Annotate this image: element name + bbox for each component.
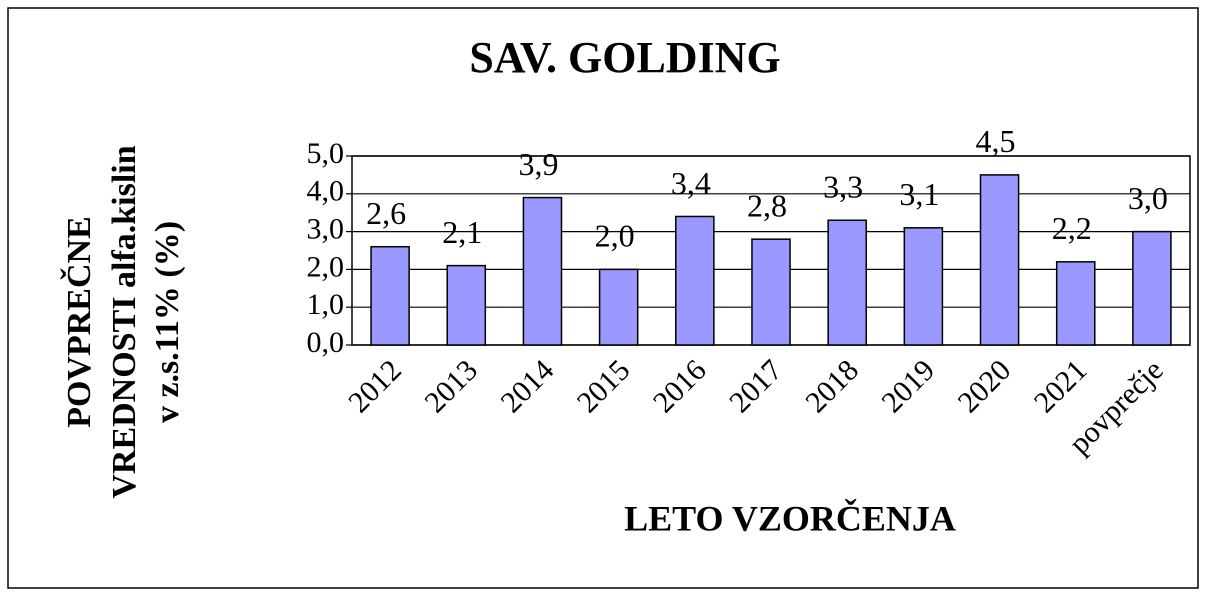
x-axis-title: LETO VZORČENJA [624, 498, 956, 538]
value-label: 2,8 [747, 188, 787, 224]
value-label: 3,4 [671, 165, 711, 201]
bar [675, 215, 715, 346]
y-tick-label: 1,0 [307, 288, 345, 321]
bar [903, 227, 944, 346]
value-label: 2,1 [442, 214, 482, 250]
y-axis-title-line: v z.s.11% (%) [149, 221, 186, 423]
chart-title: SAV. GOLDING [469, 33, 780, 82]
bar [1055, 261, 1096, 346]
value-label: 2,2 [1052, 210, 1092, 246]
value-label: 3,0 [1128, 180, 1168, 216]
value-label: 3,1 [899, 176, 939, 212]
bar [827, 219, 867, 346]
value-label: 4,5 [976, 123, 1016, 159]
y-tick-label: 4,0 [307, 175, 345, 208]
bar [979, 174, 1020, 346]
bar [598, 268, 639, 346]
bar [1132, 230, 1172, 346]
y-tick-label: 5,0 [307, 137, 345, 170]
y-axis-title-line: POVPREČNE [60, 216, 98, 428]
value-label: 3,3 [823, 169, 863, 205]
value-label: 3,9 [518, 146, 558, 182]
value-label: 2,0 [595, 218, 635, 254]
y-tick-label: 2,0 [307, 250, 345, 283]
y-axis-title-line: VREDNOSTI alfa.kislin [106, 145, 143, 498]
y-axis-title: POVPREČNE VREDNOSTI alfa.kislin v z.s.11… [60, 145, 186, 498]
bar [751, 238, 791, 346]
y-tick-label: 0,0 [307, 326, 345, 359]
bar [370, 245, 410, 346]
bar [522, 196, 563, 346]
y-tick-label: 3,0 [307, 212, 345, 245]
value-label: 2,6 [366, 195, 406, 231]
bar [446, 264, 487, 346]
